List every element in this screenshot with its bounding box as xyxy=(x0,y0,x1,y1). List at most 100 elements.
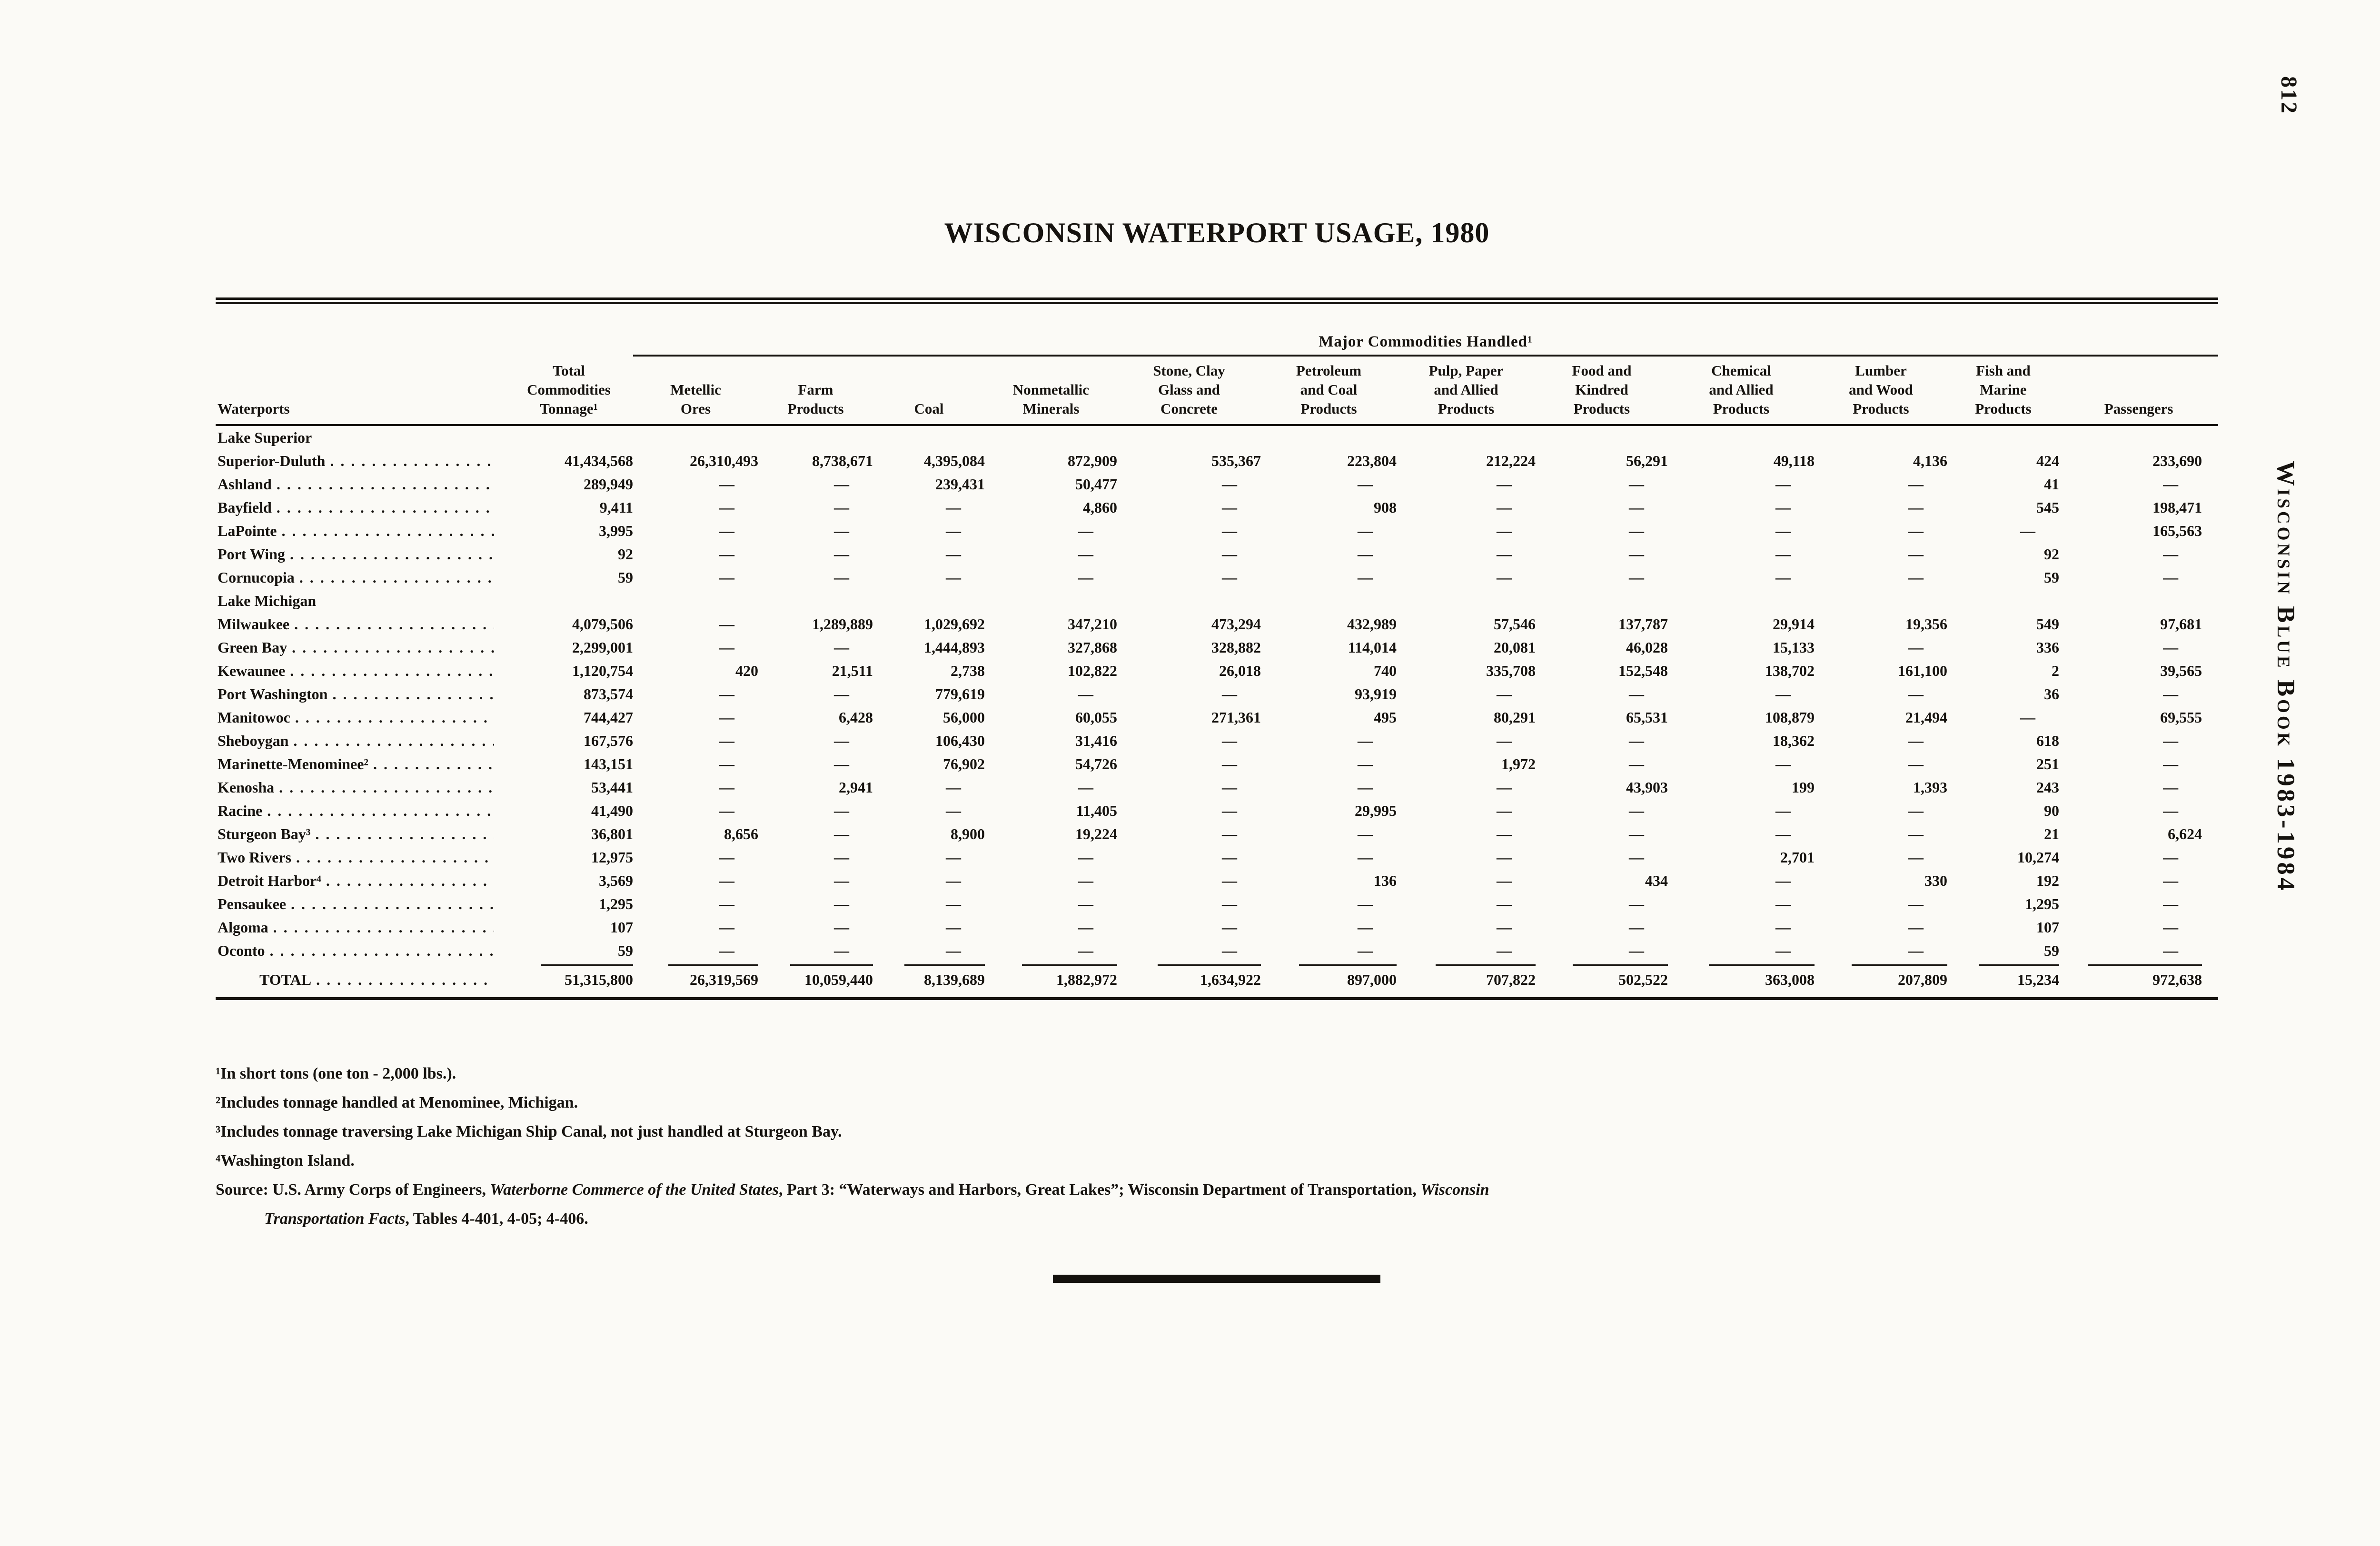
value-cell: — xyxy=(719,849,734,866)
waterport-name: Superior-Duluth xyxy=(216,449,505,473)
value-cell: — xyxy=(1358,732,1373,749)
value-cell: 31,416 xyxy=(1075,732,1117,749)
value-cell: — xyxy=(1497,942,1512,959)
value-cell: — xyxy=(1497,849,1512,866)
source-italic-title-1: Waterborne Commerce of the United States xyxy=(490,1181,779,1199)
value-cell: 2,701 xyxy=(1780,849,1815,866)
value-cell: — xyxy=(1497,685,1512,703)
value-cell: 347,210 xyxy=(1068,615,1117,633)
value-cell: — xyxy=(1497,825,1512,842)
value-cell: — xyxy=(946,779,961,796)
value-cell: — xyxy=(719,522,734,539)
waterport-name: LaPointe xyxy=(216,519,505,543)
row-label: Port Wing xyxy=(218,545,285,563)
value-cell: 41,434,568 xyxy=(565,452,633,469)
row-label: Milwaukee xyxy=(218,615,290,633)
column-header: Passengers xyxy=(2059,356,2219,426)
value-cell: — xyxy=(1629,895,1644,912)
value-cell: — xyxy=(1497,802,1512,819)
value-cell: 779,619 xyxy=(935,685,985,703)
value-cell: 152,548 xyxy=(1618,662,1668,679)
value-cell: 53,441 xyxy=(591,779,633,796)
value-cell: 18,362 xyxy=(1773,732,1815,749)
leader-dots xyxy=(267,799,494,823)
value-cell: — xyxy=(946,849,961,866)
value-cell: — xyxy=(834,755,849,773)
footnote-3: ³Includes tonnage traversing Lake Michig… xyxy=(216,1123,842,1140)
row-label: Detroit Harbor⁴ xyxy=(218,872,321,889)
value-cell: 233,690 xyxy=(2152,452,2202,469)
value-cell: 535,367 xyxy=(1211,452,1261,469)
value-cell: 59 xyxy=(618,569,633,586)
table-row: Pensaukee 1,295 — — — — — — — — — — 1,295 — xyxy=(216,892,2218,916)
value-cell: — xyxy=(1358,919,1373,936)
table-row: Cornucopia 59 — — — — — — — — — — 59 — xyxy=(216,566,2218,589)
separator-bar xyxy=(1053,1275,1380,1283)
value-cell: 90 xyxy=(2044,802,2059,819)
section-row: Lake Michigan xyxy=(216,589,2218,613)
table-row: Milwaukee 4,079,506 — 1,289,889 1,029,692 347… xyxy=(216,613,2218,636)
source-text-2: , Part 3: “Waterways and Harbors, Great … xyxy=(779,1181,1421,1199)
value-cell: 2 xyxy=(2052,662,2059,679)
value-cell: 165,563 xyxy=(2152,522,2202,539)
waterport-name: Kewaunee xyxy=(216,659,505,683)
value-cell: — xyxy=(1358,545,1373,563)
leader-dots xyxy=(290,543,494,566)
sum-rule-cell xyxy=(1947,962,2059,967)
column-header: Food and Kindred Products xyxy=(1536,356,1668,426)
table-row: Superior-Duluth 41,434,568 26,310,493 8,738… xyxy=(216,449,2218,473)
value-cell: — xyxy=(1775,755,1791,773)
waterport-name: Pensaukee xyxy=(216,892,505,916)
value-cell: — xyxy=(1908,942,1924,959)
value-cell: 12,975 xyxy=(591,849,633,866)
value-cell: — xyxy=(834,802,849,819)
waterport-name: Ashland xyxy=(216,473,505,496)
value-cell: — xyxy=(946,802,961,819)
value-cell: 167,576 xyxy=(584,732,633,749)
value-cell: — xyxy=(719,755,734,773)
value-cell: — xyxy=(834,685,849,703)
value-cell: 39,565 xyxy=(2160,662,2202,679)
total-row: TOTAL 51,315,80026,319,56910,059,4408,139… xyxy=(216,967,2219,1000)
value-cell: — xyxy=(1222,895,1237,912)
row-label: Algoma xyxy=(218,919,268,936)
value-cell: — xyxy=(834,522,849,539)
major-commodities-header: Major Commodities Handled¹ xyxy=(633,301,2219,357)
value-cell: — xyxy=(1629,685,1644,703)
footnotes: ¹In short tons (one ton - 2,000 lbs.). ²… xyxy=(216,1059,2220,1233)
value-cell: — xyxy=(2163,849,2179,866)
value-cell: 328,882 xyxy=(1211,639,1261,656)
waterport-name: Port Washington xyxy=(216,683,505,706)
row-label: TOTAL xyxy=(259,971,312,988)
value-cell: — xyxy=(1775,895,1791,912)
leader-dots xyxy=(281,519,494,543)
footnote-1: ¹In short tons (one ton - 2,000 lbs.). xyxy=(216,1065,456,1082)
value-cell: — xyxy=(1358,825,1373,842)
value-cell: — xyxy=(1497,919,1512,936)
value-cell: — xyxy=(1629,849,1644,866)
waterport-name: Detroit Harbor⁴ xyxy=(216,869,505,892)
value-cell: — xyxy=(1629,942,1644,959)
value-cell: 243 xyxy=(2036,779,2059,796)
waterport-name: TOTAL xyxy=(216,967,505,1000)
value-cell: 424 xyxy=(2036,452,2059,469)
waterport-table-wrap: Major Commodities Handled¹ Waterports Tot… xyxy=(216,297,2219,1000)
value-cell: 4,136 xyxy=(1913,452,1947,469)
value-cell: — xyxy=(1775,825,1791,842)
value-cell: — xyxy=(834,639,849,656)
footnote-2: ²Includes tonnage handled at Menominee, … xyxy=(216,1094,578,1111)
value-cell: — xyxy=(1222,732,1237,749)
waterport-name: Algoma xyxy=(216,916,505,939)
value-cell: 49,118 xyxy=(1773,452,1815,469)
value-cell: — xyxy=(1222,779,1237,796)
sum-rule-cell xyxy=(1117,962,1261,967)
leader-dots xyxy=(270,939,494,962)
value-cell: — xyxy=(2163,685,2179,703)
value-cell: 336 xyxy=(2036,639,2059,656)
value-cell: 10,059,440 xyxy=(758,967,873,1000)
value-cell: 76,902 xyxy=(943,755,985,773)
value-cell: — xyxy=(2163,755,2179,773)
value-cell: 19,224 xyxy=(1075,825,1117,842)
value-cell: 59 xyxy=(2044,569,2059,586)
value-cell: 15,234 xyxy=(1947,967,2059,1000)
